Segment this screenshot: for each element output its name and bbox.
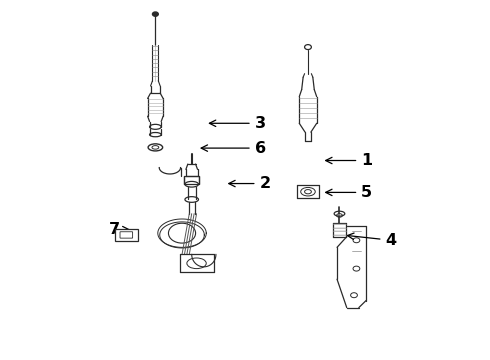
Circle shape bbox=[152, 12, 158, 16]
FancyBboxPatch shape bbox=[184, 176, 199, 184]
Text: 4: 4 bbox=[347, 233, 396, 248]
Text: 6: 6 bbox=[201, 141, 266, 156]
Text: 5: 5 bbox=[326, 185, 372, 200]
Text: 2: 2 bbox=[229, 176, 270, 191]
Text: 3: 3 bbox=[209, 116, 266, 131]
Text: 1: 1 bbox=[326, 153, 372, 168]
FancyBboxPatch shape bbox=[115, 229, 138, 241]
FancyBboxPatch shape bbox=[120, 232, 133, 238]
Text: 7: 7 bbox=[109, 222, 129, 237]
